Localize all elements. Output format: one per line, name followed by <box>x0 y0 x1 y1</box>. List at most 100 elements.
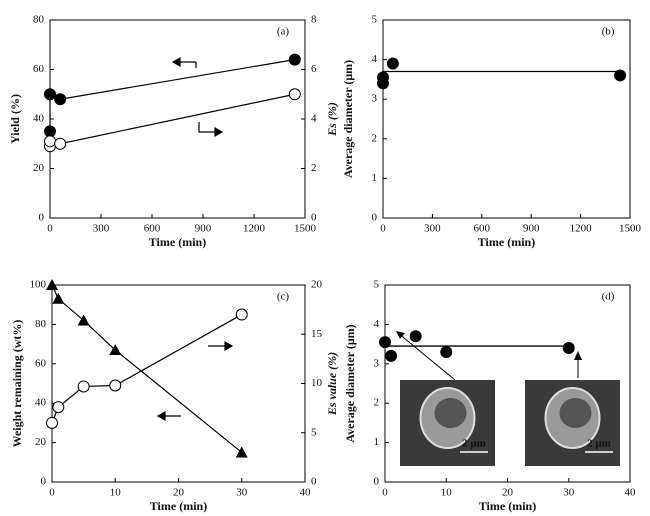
y-tick-label: 0 <box>41 476 47 488</box>
pointer-arrow <box>397 332 456 381</box>
series-line <box>49 93 295 147</box>
y2-tick-label: 6 <box>311 63 317 75</box>
scale-label: 2 μm <box>462 438 486 450</box>
y2-tick-label: 0 <box>311 476 317 488</box>
pointer-arrowhead <box>574 351 582 360</box>
y2-axis-label: Es (%) <box>325 102 339 137</box>
marker <box>614 69 627 82</box>
y2-tick-label: 4 <box>311 113 317 125</box>
marker <box>409 330 422 343</box>
y-tick-label: 20 <box>33 162 45 174</box>
y2-tick-label: 0 <box>311 212 317 224</box>
y-axis-label: Yield (%) <box>8 94 22 144</box>
particle-cavity <box>434 398 467 428</box>
x-tick-label: 0 <box>380 223 386 235</box>
x-tick-label: 30 <box>563 487 575 499</box>
marker <box>52 401 65 414</box>
x-tick-label: 900 <box>195 223 212 235</box>
x-tick-label: 40 <box>625 487 637 499</box>
x-tick-label: 1200 <box>243 223 266 235</box>
y-tick-label: 5 <box>374 279 380 291</box>
x-tick-label: 300 <box>93 223 110 235</box>
x-tick-label: 0 <box>49 487 55 499</box>
x-tick-label: 1500 <box>294 223 317 235</box>
y2-tick-label: 5 <box>311 426 317 438</box>
x-tick-label: 20 <box>502 487 514 499</box>
x-tick-label: 900 <box>523 223 540 235</box>
y2-tick-label: 8 <box>311 14 317 26</box>
y2-tick-label: 15 <box>311 328 323 340</box>
series-line <box>51 284 243 453</box>
particle-cavity <box>559 398 592 428</box>
y-axis-label: Average diameter (μm) <box>341 60 355 178</box>
marker <box>109 344 122 356</box>
x-tick-label: 10 <box>441 487 453 499</box>
y-tick-label: 40 <box>33 113 45 125</box>
marker <box>288 53 301 66</box>
panel-label: (a) <box>277 26 290 38</box>
arrowhead <box>171 56 181 68</box>
y-tick-label: 1 <box>372 172 378 184</box>
panel-label: (b) <box>602 26 615 38</box>
x-tick-label: 1200 <box>570 223 593 235</box>
marker <box>52 292 65 304</box>
marker <box>46 279 58 290</box>
arrowhead <box>214 126 224 138</box>
marker <box>109 379 122 392</box>
x-tick-label: 0 <box>47 223 53 235</box>
panel-label: (c) <box>277 291 290 303</box>
y-tick-label: 0 <box>374 476 380 488</box>
y-tick-label: 4 <box>374 318 380 330</box>
y-tick-label: 80 <box>35 318 47 330</box>
marker <box>288 88 301 101</box>
y-tick-label: 20 <box>35 436 47 448</box>
marker <box>44 135 56 148</box>
y-tick-label: 40 <box>35 397 47 409</box>
marker <box>562 342 575 355</box>
marker <box>386 57 399 70</box>
marker <box>235 308 248 321</box>
arrowhead <box>156 410 166 422</box>
y-tick-label: 2 <box>372 132 378 144</box>
x-axis-label: Time (min) <box>478 235 535 249</box>
marker <box>77 314 90 326</box>
y-tick-label: 0 <box>39 212 45 224</box>
panel-label: (d) <box>602 291 615 303</box>
x-tick-label: 10 <box>110 487 122 499</box>
y-tick-label: 3 <box>374 357 380 369</box>
x-tick-label: 600 <box>474 223 491 235</box>
plot-frame <box>382 19 631 219</box>
marker <box>44 88 56 101</box>
y-tick-label: 60 <box>35 357 47 369</box>
y-tick-label: 100 <box>30 279 47 291</box>
y2-axis-label: Es value (%) <box>325 352 339 416</box>
y-tick-label: 60 <box>33 63 45 75</box>
scale-label: 2 μm <box>587 438 611 450</box>
x-axis-label: Time (min) <box>479 499 536 513</box>
y2-tick-label: 2 <box>311 162 317 174</box>
marker <box>385 349 398 362</box>
arrowhead <box>224 340 234 352</box>
marker <box>440 345 453 358</box>
y-tick-label: 2 <box>374 397 380 409</box>
y-tick-label: 0 <box>372 212 378 224</box>
pointer-arrowhead <box>396 331 405 339</box>
plot-frame <box>51 284 306 483</box>
marker <box>235 446 248 458</box>
sem-inset: 2 μm <box>525 380 620 466</box>
annotation-arrows <box>156 56 234 422</box>
x-tick-label: 20 <box>173 487 185 499</box>
x-tick-label: 600 <box>144 223 161 235</box>
y-axis-label: Average diameter (μm) <box>343 324 357 442</box>
x-tick-label: 300 <box>424 223 441 235</box>
marker <box>77 380 90 393</box>
y-tick-label: 80 <box>33 14 45 26</box>
x-axis-label: Time (min) <box>150 499 207 513</box>
arrow <box>198 122 220 133</box>
series-line <box>51 314 243 424</box>
y-tick-label: 3 <box>372 93 378 105</box>
x-axis-label: Time (min) <box>149 235 206 249</box>
y2-tick-label: 20 <box>311 279 323 291</box>
marker <box>377 71 389 84</box>
